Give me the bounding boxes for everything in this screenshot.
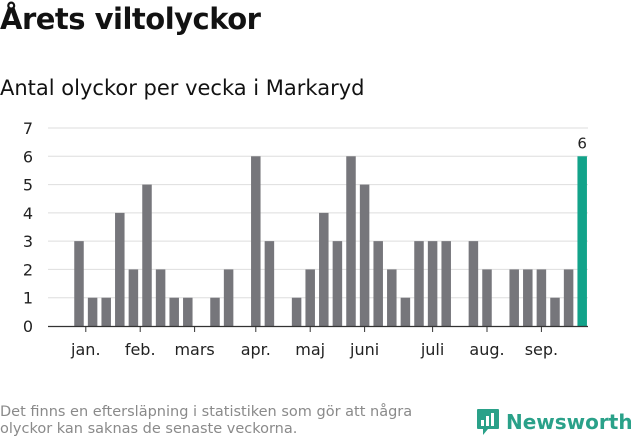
y-tick-label: 1: [23, 289, 33, 308]
bar-chart: 0 1 2 3 4 5 6 7 6 jan. feb. mars apr. maj juni juli aug.…: [23, 119, 588, 359]
y-tick-label: 6: [23, 147, 33, 166]
bar: [332, 241, 343, 326]
y-tick-label: 0: [23, 317, 33, 336]
bar: [509, 269, 519, 326]
bar: [305, 269, 315, 326]
x-tick-label: sep.: [525, 340, 558, 359]
y-tick-label: 5: [23, 176, 33, 195]
y-tick-label: 3: [23, 232, 33, 251]
y-tick-label: 7: [23, 119, 33, 138]
bar: [414, 241, 424, 326]
bar: [251, 156, 261, 326]
x-tick-label: jan.: [70, 340, 100, 359]
bar: [87, 297, 98, 326]
bar: [183, 297, 193, 326]
bar: [387, 269, 397, 326]
bar: [264, 241, 275, 326]
bar: [523, 269, 533, 326]
bar: [536, 269, 547, 326]
x-tick-label: apr.: [241, 340, 271, 359]
bar: [291, 297, 302, 326]
brand: Newsworthy: [476, 408, 631, 436]
bar: [400, 297, 411, 326]
bar: [128, 269, 139, 326]
bar: [563, 269, 574, 326]
bar: [142, 184, 152, 326]
chart-title: Årets viltolyckor: [0, 2, 261, 36]
bar: [550, 297, 560, 326]
data-label: 6: [577, 134, 587, 152]
x-tick-label: feb.: [125, 340, 156, 359]
bar: [101, 297, 111, 326]
bar: [441, 241, 451, 326]
bar: [210, 297, 220, 326]
y-tick-label: 4: [23, 204, 33, 223]
bar: [359, 184, 370, 326]
bar: [169, 297, 179, 326]
bar: [482, 269, 492, 326]
bar: [115, 212, 125, 326]
bar: [468, 241, 479, 326]
bar: [74, 241, 84, 326]
bar: [346, 156, 356, 326]
newsworthy-logo-icon: [477, 409, 499, 435]
brand-name: Newsworthy: [506, 410, 631, 434]
x-tick-label: maj: [295, 340, 325, 359]
bar: [223, 269, 234, 326]
bar: [427, 241, 438, 326]
x-tick-label: aug.: [469, 340, 504, 359]
x-tick-label: juli: [420, 340, 444, 359]
chart-subtitle: Antal olyckor per vecka i Markaryd: [0, 76, 365, 100]
bar: [373, 241, 383, 326]
highlighted-bar: [577, 156, 587, 326]
x-tick-label: mars: [174, 340, 214, 359]
y-tick-label: 2: [23, 260, 33, 279]
bar: [319, 212, 329, 326]
footnote: Det finns en eftersläpning i statistiken…: [0, 404, 413, 437]
bar: [155, 269, 166, 326]
x-tick-label: juni: [349, 340, 379, 359]
